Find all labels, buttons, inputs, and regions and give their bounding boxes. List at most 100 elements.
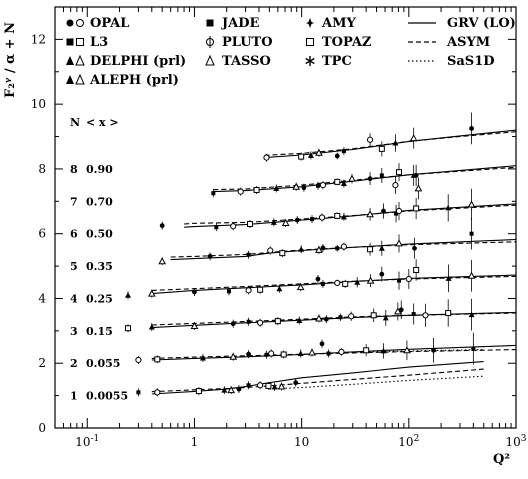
data-point (125, 292, 132, 298)
x-axis-title: Q² (493, 452, 510, 467)
legend-marker (205, 54, 215, 66)
data-point (227, 386, 235, 394)
data-point (366, 136, 374, 143)
data-point (392, 182, 399, 189)
bin-x-value: 0.90 (86, 163, 113, 176)
data-point (413, 205, 420, 212)
y-tick-label: 2 (38, 356, 46, 370)
data-point (281, 218, 290, 227)
data-point (263, 154, 270, 161)
legend-label: JADE (221, 16, 260, 31)
legend-marker (76, 19, 84, 27)
legend-label: GRV (LO) (447, 16, 516, 31)
data-point (293, 380, 299, 386)
legend-label: OPAL (90, 16, 129, 31)
data-point (367, 246, 374, 253)
data-point (422, 312, 429, 319)
data-point (207, 253, 213, 259)
data-point (257, 286, 264, 293)
data-point (340, 180, 347, 186)
data-point (257, 382, 264, 389)
data-point (469, 126, 474, 131)
data-point (379, 271, 385, 277)
theory-curve (184, 204, 517, 225)
data-point (253, 186, 260, 193)
theory-curve (151, 275, 517, 291)
data-point (431, 347, 436, 353)
data-point (230, 321, 236, 327)
bin-x-value: 0.70 (86, 195, 113, 208)
data-point (319, 341, 325, 347)
data-point (276, 285, 283, 292)
data-point (135, 356, 142, 364)
data-point (190, 321, 199, 329)
legend-item: AMY (306, 16, 356, 31)
data-point (471, 346, 476, 351)
data-point (280, 351, 287, 358)
data-point (264, 352, 269, 357)
data-point (292, 182, 301, 190)
theory-curve (213, 166, 517, 191)
data-point (192, 289, 197, 295)
data-point (226, 289, 231, 294)
bin-header-x: < x > (86, 116, 119, 129)
theory-curve (184, 203, 517, 228)
data-point (323, 316, 329, 322)
theory-curves (151, 129, 517, 395)
x-ticks: 10-1 1 10 102 103 (54, 7, 527, 449)
data-point (319, 182, 327, 189)
legend-item: ASYM (408, 35, 490, 50)
legend-label: ASYM (446, 35, 490, 50)
bin-number: 4 (70, 292, 78, 305)
y-tick-label: 12 (31, 32, 46, 46)
legend-marker (305, 57, 315, 65)
data-point (348, 174, 356, 182)
data-point (136, 390, 141, 395)
legend-marker (306, 18, 314, 28)
data-point (246, 383, 251, 388)
data-point (338, 348, 345, 355)
legend-marker (66, 75, 74, 84)
legend-item: TASSO (205, 54, 271, 69)
legend-item: ALEPH (prl) (66, 73, 179, 88)
data-point (366, 276, 375, 284)
legend-item: GRV (LO) (408, 16, 516, 31)
data-point (221, 387, 228, 393)
legend-label: PLUTO (222, 35, 273, 50)
data-point (334, 279, 341, 287)
data-point (294, 217, 300, 223)
bin-x-value: 0.25 (86, 292, 113, 305)
data-point (403, 346, 411, 354)
theory-curve (151, 361, 484, 395)
legend-marker (76, 38, 84, 46)
legend-marker (75, 54, 85, 66)
data-point (334, 178, 341, 185)
data-point (265, 382, 272, 389)
legend-label: L3 (90, 35, 108, 50)
theory-curve (151, 344, 517, 361)
theory-curve (151, 349, 517, 359)
data-point (270, 219, 277, 225)
data-point (468, 311, 475, 318)
bin-labels: N < x > 1 0.0055 2 0.055 3 0.15 4 0.25 5 0.35 6 0.50 7… (70, 116, 128, 403)
legend-item: L3 (66, 35, 108, 50)
legend-item: PLUTO (206, 35, 273, 50)
theory-curve (264, 129, 517, 159)
data-point (298, 153, 305, 160)
data-point (380, 347, 387, 354)
data-point (445, 275, 452, 281)
legend-item: OPAL (66, 16, 129, 31)
data-point (370, 312, 377, 319)
legend-marker (66, 19, 74, 27)
bin-number: 6 (70, 228, 78, 241)
x-tick-label: 1 (191, 435, 199, 449)
x-tick-label: 102 (398, 434, 419, 449)
data-point (320, 281, 325, 286)
legend-marker (66, 38, 74, 46)
data-point (301, 185, 307, 191)
data-point (297, 350, 304, 357)
data-point (245, 287, 252, 294)
data-point (411, 312, 416, 317)
legend-item: TPC (305, 54, 352, 69)
legend: OPAL L3 DELPHI (prl) ALEPH (prl) JADE PLUTO TA… (66, 16, 516, 88)
